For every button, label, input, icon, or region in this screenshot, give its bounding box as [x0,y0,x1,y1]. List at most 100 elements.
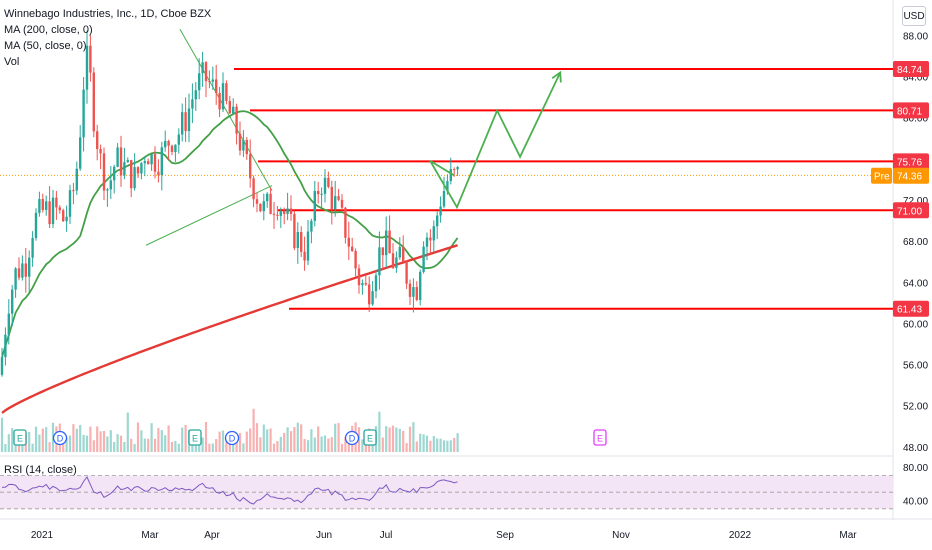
event-marker-label: E [192,434,198,444]
projection-arrowhead [551,70,562,83]
volume-bar [160,430,163,452]
candle-body [153,154,157,172]
candle-body [334,196,337,210]
candle-body [177,134,180,145]
volume-bar [79,424,82,452]
time-tick-label: Jul [380,530,393,541]
symbol-title[interactable]: Winnebago Industries, Inc., 1D, Cboe BZX [4,8,212,20]
trendline-lower [145,185,273,246]
volume-bar [456,433,459,452]
earnings-marker-shape [363,429,377,446]
volume-bar [211,443,214,452]
volume-bar [123,442,126,452]
volume-bar [184,424,187,452]
volume-bar [378,411,381,452]
candle-body [164,141,167,148]
volume-bar [4,443,7,452]
candle-body [279,211,282,216]
candle-body [11,289,14,314]
volume-bar [113,441,116,452]
dividend-marker[interactable]: D [224,430,240,446]
candle-body [14,268,17,290]
earnings-marker[interactable]: E [188,429,202,446]
candle-body [143,161,146,164]
candle-body [133,167,136,189]
volume-bar [130,438,133,452]
price-tag-label: 84.74 [897,65,922,76]
dividend-marker[interactable]: D [344,430,360,446]
pre-market-tag-label: Pre [874,172,890,183]
time-tick-label: Mar [839,530,857,541]
candle-body [106,189,109,191]
earnings-marker[interactable]: E [593,429,607,446]
volume-bar [249,428,252,452]
volume-bar [446,440,449,452]
ma50-line [1,110,459,358]
candle-body [255,199,259,204]
volume-bar [357,427,361,452]
volume-bar [296,422,299,452]
time-tick-label: 2021 [31,530,54,541]
volume-bar [41,428,44,452]
price-tag-label: 61.43 [897,305,922,316]
price-tick-label: 56.00 [903,361,928,372]
volume-bar [419,433,422,452]
volume-bar [293,427,296,452]
volume-bar [306,440,310,452]
currency-button[interactable]: USD [902,6,926,26]
candle-body [28,257,31,277]
volume-bar [177,443,180,452]
volume-bar [68,435,72,452]
projection-path [429,72,562,210]
earnings-marker[interactable]: E [363,429,377,446]
candle-body [456,167,459,170]
volume-bar [218,431,221,452]
candle-body [79,137,82,169]
ma200-legend[interactable]: MA (200, close, 0) [4,24,93,36]
candle-body [364,283,367,285]
volume-bar [391,425,395,452]
candle-body [82,89,85,138]
candle-body [92,72,95,132]
volume-bar [89,426,92,452]
volume-legend[interactable]: Vol [4,56,20,68]
candle-body [429,237,432,241]
time-tick-label: Nov [612,530,630,541]
candle-body [130,160,133,189]
candle-body [150,154,153,165]
candle-body [259,203,262,212]
volume-bar [347,437,350,452]
candle-body [269,193,272,214]
rsi-legend[interactable]: RSI (14, close) [4,464,77,476]
volume-bar [72,424,75,452]
volume-bar [245,431,248,452]
ma50-legend[interactable]: MA (50, close, 0) [4,40,87,52]
candle-body [41,199,44,210]
candle-body [211,79,214,82]
volume-bar [313,437,316,452]
volume-bar [75,428,78,452]
candle-body [391,253,395,268]
candle-body [351,246,354,252]
volume-bar [436,438,439,452]
candle-body [157,171,160,176]
time-tick-label: Sep [496,530,514,541]
candle-body [415,287,418,300]
dividend-marker[interactable]: D [52,430,68,446]
candle-body [327,177,330,187]
volume-bar [340,443,344,452]
candle-body [191,99,194,109]
volume-bar [300,424,303,452]
volume-bar [181,427,184,452]
volume-bar [228,438,231,452]
candle-body [337,196,340,200]
volume-bar [408,426,412,452]
candle-body [272,213,276,215]
candle-body [249,154,252,179]
candle-body [425,237,429,247]
volume-bar [215,439,218,452]
earnings-marker[interactable]: E [13,429,27,446]
candle-body [126,160,129,163]
candle-body [289,208,293,214]
